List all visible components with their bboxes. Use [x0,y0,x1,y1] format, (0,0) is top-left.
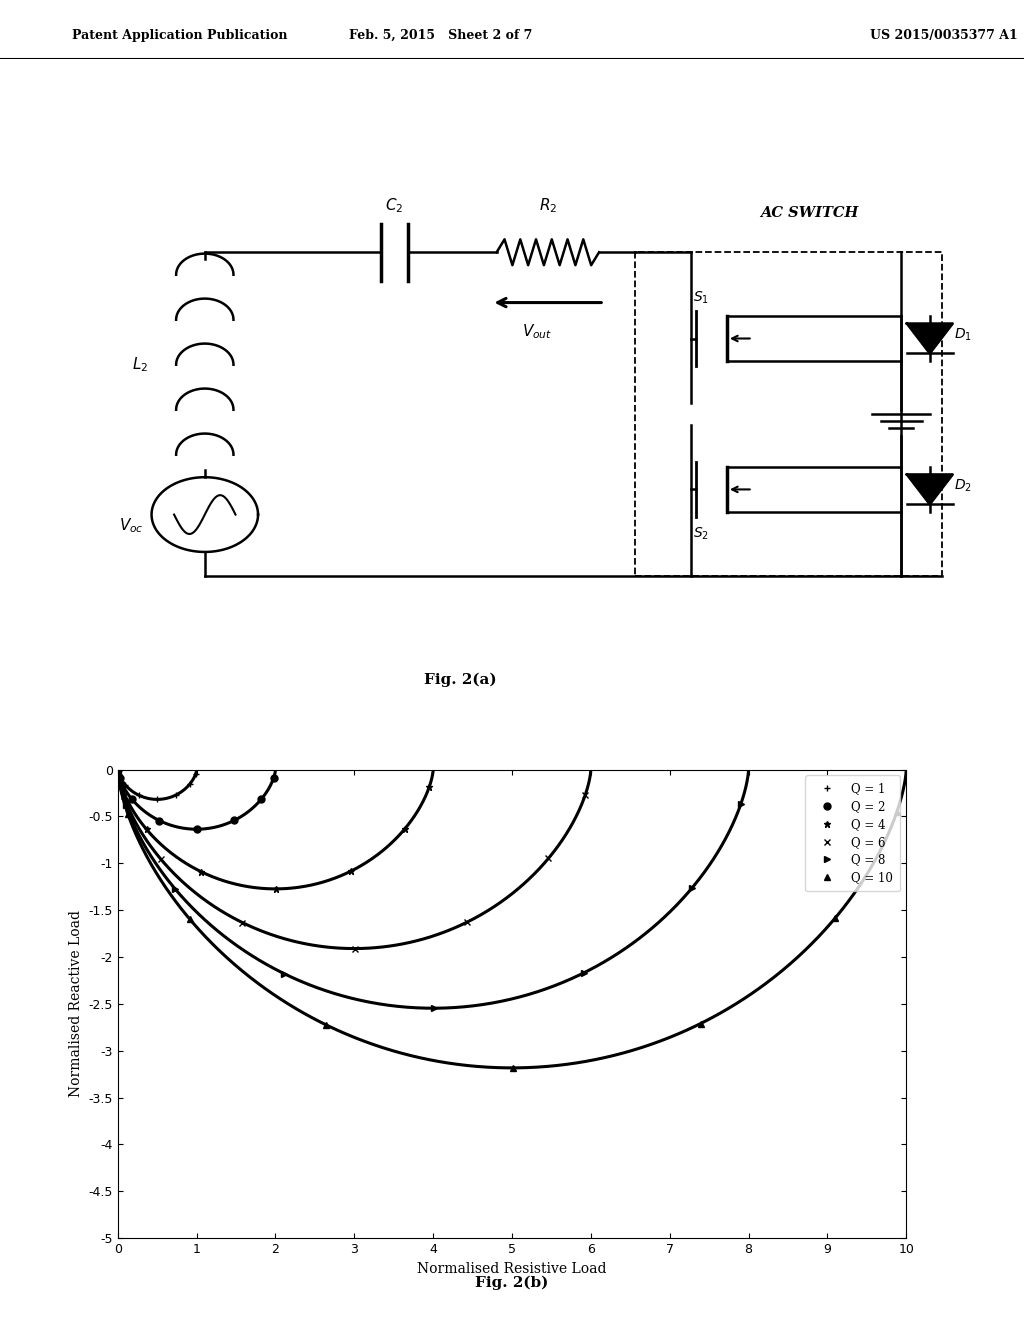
Text: US 2015/0035377 A1: US 2015/0035377 A1 [870,29,1018,42]
Q = 6 [349,941,361,957]
Line: Q = 2: Q = 2 [115,766,278,833]
Q = 1 [112,762,124,777]
Line: Q = 8: Q = 8 [115,766,744,1011]
Q = 6 [542,850,554,866]
Q = 10 [829,909,842,925]
Q = 2 [267,771,280,787]
Q = 4 [345,863,357,879]
Q = 1 [113,766,125,781]
Q = 1 [183,776,196,792]
Q = 10 [891,805,903,821]
Text: $C_2$: $C_2$ [385,197,403,215]
Text: Fig. 2(a): Fig. 2(a) [425,673,497,688]
Q = 1 [119,776,131,792]
Q = 10 [183,911,196,927]
Q = 2 [190,821,203,837]
Q = 8 [278,966,290,982]
Q = 8 [120,797,132,813]
Q = 2 [154,813,166,829]
Q = 4 [116,779,128,795]
Q = 6 [461,913,473,929]
Q = 1 [170,787,182,803]
Text: $D_1$: $D_1$ [954,327,973,343]
Line: Q = 4: Q = 4 [115,766,433,892]
Q = 6 [118,788,130,804]
Q = 2 [112,762,124,777]
Text: $S_2$: $S_2$ [693,525,710,543]
Q = 6 [237,915,249,931]
Q = 2 [114,771,126,787]
Text: $V_{out}$: $V_{out}$ [522,322,553,342]
Q = 4 [140,821,153,837]
Q = 10 [122,805,134,821]
Q = 8 [578,965,590,981]
Text: $L_2$: $L_2$ [132,355,148,374]
Q = 8 [169,882,181,898]
Text: Fig. 2(b): Fig. 2(b) [475,1276,549,1290]
Q = 6 [155,851,167,867]
Q = 4 [195,863,207,879]
Q = 8 [112,762,124,777]
Q = 2 [126,792,138,808]
Polygon shape [907,474,952,504]
Legend: Q = 1, Q = 2, Q = 4, Q = 6, Q = 8, Q = 10: Q = 1, Q = 2, Q = 4, Q = 6, Q = 8, Q = 1… [805,775,900,891]
Q = 6 [112,762,124,777]
Q = 1 [132,787,144,803]
Line: Q = 6: Q = 6 [115,766,589,952]
Text: $R_2$: $R_2$ [539,197,557,215]
Q = 4 [269,880,282,896]
Q = 4 [423,779,435,795]
Q = 4 [398,821,411,837]
Q = 8 [428,1001,440,1016]
Y-axis label: Normalised Reactive Load: Normalised Reactive Load [69,911,83,1097]
Text: Patent Application Publication: Patent Application Publication [72,29,287,42]
Q = 10 [319,1016,332,1032]
Text: $S_1$: $S_1$ [693,289,710,306]
Text: Feb. 5, 2015   Sheet 2 of 7: Feb. 5, 2015 Sheet 2 of 7 [348,29,532,42]
Q = 10 [694,1015,707,1031]
Q = 10 [507,1060,519,1076]
Q = 1 [189,766,202,781]
Text: AC SWITCH: AC SWITCH [760,206,858,220]
Q = 8 [686,880,698,896]
Bar [635,252,942,576]
Text: $D_2$: $D_2$ [954,478,972,494]
Q = 2 [255,791,267,807]
Text: $V_{oc}$: $V_{oc}$ [119,516,143,535]
X-axis label: Normalised Resistive Load: Normalised Resistive Load [417,1262,607,1275]
Q = 4 [112,762,124,777]
Q = 8 [735,796,748,812]
Line: Q = 1: Q = 1 [115,766,199,803]
Q = 10 [112,762,124,777]
Q = 2 [228,812,241,828]
Polygon shape [907,323,952,354]
Q = 1 [152,792,164,808]
Q = 6 [579,788,591,804]
Line: Q = 10: Q = 10 [115,766,900,1072]
